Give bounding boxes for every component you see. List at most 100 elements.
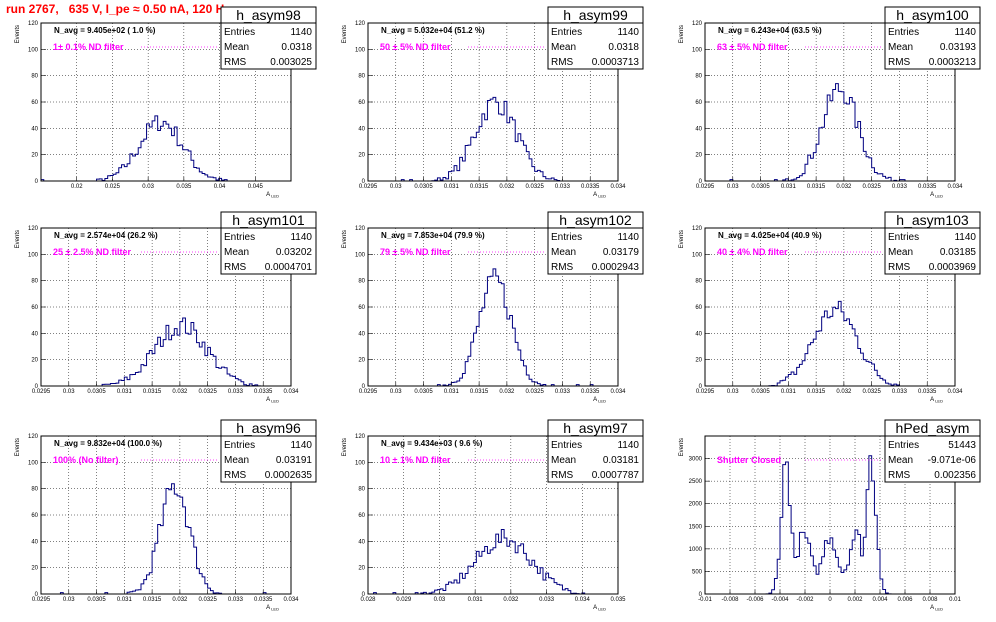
stat-rms-value: 0.0003213 (929, 57, 977, 68)
histogram-name: h_asym98 (236, 7, 301, 23)
histogram-panel-h_asym96: 0.0295 0.03 0.0305 0.031 0.0315 0.032 0.0325 0.… (15, 419, 317, 612)
stat-rms-value: 0.0004701 (265, 262, 313, 273)
histogram-name: h_asym96 (236, 420, 301, 436)
x-tick-label: 0.0335 (918, 184, 937, 190)
filter-label: 1± 0.1% ND filter (53, 42, 124, 52)
x-tick-label: 0 (828, 597, 832, 603)
navg-label: N_avg = 9.434e+03 ( 9.6 %) (381, 439, 483, 448)
stat-rms-label: RMS (551, 57, 574, 68)
y-tick-label: 0 (699, 179, 703, 185)
y-tick-label: 2000 (689, 502, 703, 508)
navg-label: N_avg = 4.025e+04 (40.9 %) (718, 231, 822, 240)
histogram-name: h_asym100 (896, 7, 969, 23)
x-tick-label: 0.034 (575, 597, 591, 603)
y-tick-label: 500 (692, 569, 703, 575)
stats-box-frame (884, 6, 981, 70)
y-tick-label: 100 (692, 47, 703, 53)
filter-label: 63 ± 5% ND filter (717, 42, 788, 52)
x-tick-label: 0.0325 (198, 597, 217, 603)
y-tick-label: 40 (31, 539, 38, 545)
filter-label: Shutter Closed (717, 455, 781, 465)
stat-entries-label: Entries (224, 440, 255, 451)
x-tick-label: 0.028 (360, 597, 376, 603)
filter-label: 79 ± 5% ND filter (380, 247, 451, 257)
x-tick-label: 0.032 (836, 389, 852, 395)
x-tick-label: 0.0295 (32, 389, 51, 395)
y-tick-label: 0 (699, 384, 703, 390)
stat-mean-label: Mean (551, 247, 576, 258)
x-tick-label: 0.0305 (751, 184, 770, 190)
x-axis-title: A LED (930, 605, 943, 612)
y-tick-label: 0 (362, 592, 366, 598)
x-tick-label: 0.034 (947, 389, 963, 395)
histogram-line (41, 317, 291, 387)
x-tick-label: 0.0305 (751, 389, 770, 395)
x-tick-label: 0.02 (71, 184, 83, 190)
y-tick-label: 60 (358, 100, 365, 106)
x-tick-label: 0.01 (949, 597, 961, 603)
navg-label: N_avg = 2.574e+04 (26.2 %) (54, 231, 158, 240)
stats-box-frame (220, 211, 317, 275)
histogram-panel-h_asym99: 0.0295 0.03 0.0305 0.031 0.0315 0.032 0.0325 0.… (342, 6, 644, 199)
navg-label: N_avg = 9.832e+04 (100.0 %) (54, 439, 162, 448)
y-tick-label: 80 (358, 279, 365, 285)
stats-box-frame (220, 419, 317, 483)
x-axis-title: A LED (930, 192, 943, 199)
histogram-panel-hPed_asym: -0.01 -0.008 -0.006 -0.004 -0.002 0 0.002 0.004… (679, 419, 981, 612)
y-tick-label: 100 (355, 460, 366, 466)
x-tick-label: 0.034 (283, 389, 299, 395)
stat-entries-label: Entries (551, 232, 582, 243)
x-tick-label: 0.03 (434, 597, 446, 603)
x-tick-label: 0.031 (444, 184, 460, 190)
stat-entries-value: 1140 (617, 440, 639, 451)
x-tick-label: 0.008 (922, 597, 938, 603)
x-tick-label: -0.006 (746, 597, 764, 603)
x-axis-title: A LED (266, 397, 279, 404)
x-tick-label: 0.031 (781, 389, 797, 395)
stat-mean-value: 0.03179 (603, 247, 640, 258)
x-tick-label: 0.0335 (254, 389, 273, 395)
stat-entries-value: 1140 (954, 232, 976, 243)
x-tick-label: 0.032 (836, 184, 852, 190)
y-tick-label: 20 (358, 566, 365, 572)
y-tick-label: 0 (35, 592, 39, 598)
y-tick-label: 80 (31, 279, 38, 285)
x-tick-label: 0.031 (117, 597, 133, 603)
y-tick-label: 40 (31, 331, 38, 337)
y-tick-label: 40 (358, 126, 365, 132)
stat-rms-label: RMS (224, 262, 247, 273)
y-tick-label: 0 (362, 384, 366, 390)
y-axis-title: Events (679, 230, 685, 248)
x-tick-label: 0.033 (555, 184, 571, 190)
stat-entries-label: Entries (224, 27, 255, 38)
y-tick-label: 2500 (689, 479, 703, 485)
stat-rms-label: RMS (888, 262, 911, 273)
histogram-panel-h_asym98: 0.02 0.025 0.03 0.035 0.04 0.045 0 20 40 60 80 100 1… (15, 6, 317, 199)
stat-mean-label: Mean (888, 42, 913, 53)
y-tick-label: 100 (28, 252, 39, 258)
x-tick-label: 0.035 (176, 184, 192, 190)
x-tick-label: 0.0295 (696, 389, 715, 395)
x-tick-label: 0.035 (610, 597, 626, 603)
stats-box: h_asym97 Entries 1140 Mean 0.03181 RMS 0.00077… (547, 419, 644, 483)
histogram-name: h_asym102 (559, 212, 632, 228)
x-tick-label: 0.032 (172, 389, 188, 395)
x-tick-label: 0.0305 (414, 184, 433, 190)
histogram-name: h_asym103 (896, 212, 969, 228)
y-axis-title: Events (15, 25, 21, 43)
y-tick-label: 60 (31, 513, 38, 519)
filter-label: 25 ± 2.5% ND filter (53, 247, 131, 257)
x-axis-title: A LED (593, 605, 606, 612)
y-axis-title: Events (679, 438, 685, 456)
x-tick-label: 0.0325 (862, 184, 881, 190)
stat-rms-value: 0.0007787 (592, 470, 640, 481)
y-tick-label: 40 (358, 331, 365, 337)
y-tick-label: 80 (358, 487, 365, 493)
stat-mean-label: Mean (551, 455, 576, 466)
x-tick-label: 0.03 (63, 389, 75, 395)
y-tick-label: 120 (692, 21, 703, 27)
x-tick-label: 0.0295 (359, 389, 378, 395)
x-tick-label: 0.029 (396, 597, 412, 603)
x-tick-label: 0.034 (947, 184, 963, 190)
